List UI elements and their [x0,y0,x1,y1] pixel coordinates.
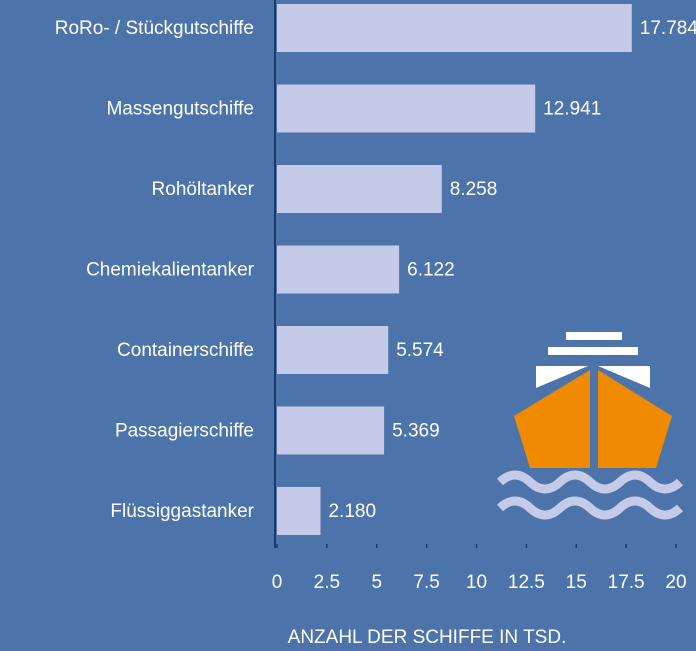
value-label: 8.258 [450,179,498,200]
value-label: 5.574 [396,340,444,361]
bar [277,326,389,374]
y-tick-label: Flüssiggastanker [110,501,254,522]
y-tick-label: Passagierschiffe [115,421,254,442]
ship-bridge-left [536,366,588,388]
ship-bridge-right [598,366,650,388]
x-tick-label: 17.5 [608,572,645,593]
value-label: 17.784 [640,18,696,39]
wave [496,470,684,494]
wave [496,496,684,520]
value-label: 12.941 [543,99,601,120]
value-label: 5.369 [392,421,440,442]
y-tick-label: Rohöltanker [152,179,255,200]
x-tick-label: 0 [272,572,283,593]
x-axis-title: ANZAHL DER SCHIFFE IN TSD. [288,627,567,648]
bar [277,487,321,535]
y-tick-label: Containerschiffe [117,340,254,361]
bar [277,4,632,52]
y-tick-label: RoRo- / Stückgutschiffe [55,18,254,39]
value-label: 6.122 [407,260,455,281]
y-tick-label: Chemiekalientanker [86,260,255,281]
y-tick-label: Massengutschiffe [106,99,254,120]
ship-hull-left [514,370,590,468]
value-label: 2.180 [328,501,376,522]
ship-hull-right [598,370,672,468]
ship-deck [548,347,638,355]
x-tick-label: 10 [466,572,487,593]
bar [277,84,536,133]
ship-icon [496,332,684,520]
x-tick-label: 2.5 [314,572,340,593]
x-tick-label: 12.5 [508,572,545,593]
x-tick-label: 15 [566,572,587,593]
bar [277,165,442,213]
x-tick-label: 20 [665,572,686,593]
ship-mast [566,332,622,340]
x-tick-label: 5 [371,572,382,593]
bar [277,406,385,455]
x-tick-label: 7.5 [413,572,439,593]
bar [277,245,400,294]
